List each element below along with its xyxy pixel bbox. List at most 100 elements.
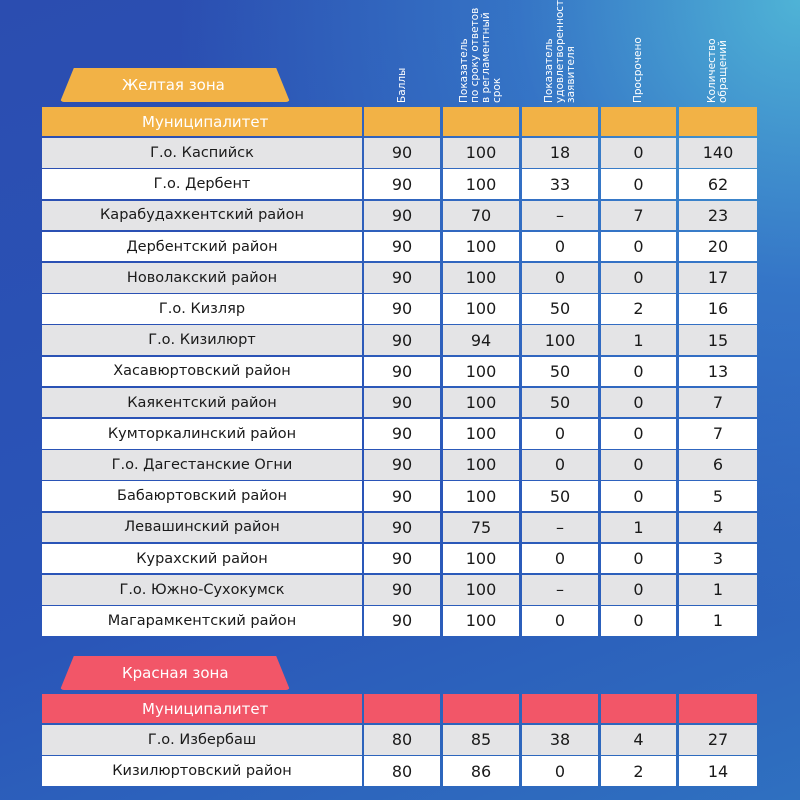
- row-value: 90: [364, 294, 440, 324]
- row-value: 100: [443, 356, 519, 387]
- row-name: Г.о. Кизилюрт: [42, 325, 362, 355]
- row-value: 62: [679, 169, 757, 199]
- column-header: Количество обращений: [706, 38, 729, 103]
- header-cell: [364, 107, 440, 136]
- row-value: 0: [601, 543, 676, 574]
- row-value: 80: [364, 756, 440, 786]
- row-value: 0: [601, 575, 676, 605]
- row-value: 0: [522, 606, 598, 636]
- header-cell: Муниципалитет: [42, 694, 362, 723]
- column-header-line: Просрочено: [632, 37, 644, 103]
- row-value: 0: [601, 387, 676, 418]
- row-value: 86: [443, 756, 519, 786]
- row-name: Магарамкентский район: [42, 606, 362, 636]
- row-name: Хасавюртовский район: [42, 356, 362, 387]
- row-value: 90: [364, 606, 440, 636]
- column-header-line: заявителя: [564, 46, 577, 103]
- row-name: Г.о. Дагестанские Огни: [42, 450, 362, 480]
- row-value: 5: [679, 481, 757, 511]
- row-name: Дербентский район: [42, 231, 362, 262]
- row-value: 70: [443, 200, 519, 231]
- row-value: 0: [522, 756, 598, 786]
- row-value: 16: [679, 294, 757, 324]
- column-header-line: срок: [491, 77, 503, 103]
- row-value: 7: [601, 200, 676, 231]
- column-header: Баллы: [396, 68, 408, 103]
- zone-tab: Красная зона: [60, 656, 290, 690]
- column-header-line: Показатель: [542, 38, 555, 103]
- row-value: 80: [364, 725, 440, 755]
- row-value: –: [522, 200, 598, 231]
- row-value: 0: [522, 263, 598, 293]
- row-value: 100: [443, 481, 519, 511]
- row-value: 90: [364, 481, 440, 511]
- row-value: 0: [601, 231, 676, 262]
- row-value: 1: [679, 575, 757, 605]
- header-cell: [364, 694, 440, 723]
- header-cell: [522, 107, 598, 136]
- row-value: 94: [443, 325, 519, 355]
- row-value: 100: [443, 450, 519, 480]
- row-value: 6: [679, 450, 757, 480]
- row-value: 90: [364, 325, 440, 355]
- row-value: 0: [522, 231, 598, 262]
- row-value: 90: [364, 356, 440, 387]
- row-name: Г.о. Дербент: [42, 169, 362, 199]
- row-value: 2: [601, 294, 676, 324]
- row-value: 18: [522, 138, 598, 168]
- header-cell: Муниципалитет: [42, 107, 362, 136]
- row-value: 13: [679, 356, 757, 387]
- row-value: 27: [679, 725, 757, 755]
- row-value: 7: [679, 387, 757, 418]
- row-name: Новолакский район: [42, 263, 362, 293]
- row-value: 0: [601, 138, 676, 168]
- row-value: 90: [364, 138, 440, 168]
- row-name: Левашинский район: [42, 512, 362, 543]
- row-value: 1: [601, 512, 676, 543]
- row-value: 0: [601, 263, 676, 293]
- row-value: 50: [522, 356, 598, 387]
- row-value: 100: [443, 419, 519, 449]
- row-value: 90: [364, 419, 440, 449]
- row-name: Г.о. Каспийск: [42, 138, 362, 168]
- row-value: 15: [679, 325, 757, 355]
- row-value: 7: [679, 419, 757, 449]
- row-name: Кумторкалинский район: [42, 419, 362, 449]
- column-header-line: обращений: [717, 40, 729, 103]
- row-value: 4: [601, 725, 676, 755]
- row-value: 100: [443, 169, 519, 199]
- row-name: Каякентский район: [42, 387, 362, 418]
- row-name: Карабудахкентский район: [42, 200, 362, 231]
- column-header-line: удовлетворенности: [553, 0, 566, 103]
- header-cell: [443, 694, 519, 723]
- row-value: 4: [679, 512, 757, 543]
- row-value: 100: [443, 606, 519, 636]
- row-value: 100: [443, 387, 519, 418]
- row-value: 33: [522, 169, 598, 199]
- row-value: 100: [443, 575, 519, 605]
- row-name: Г.о. Избербаш: [42, 725, 362, 755]
- row-value: 0: [601, 481, 676, 511]
- header-cell: [601, 107, 676, 136]
- row-value: 0: [522, 419, 598, 449]
- row-name: Кизилюртовский район: [42, 756, 362, 786]
- row-value: 1: [601, 325, 676, 355]
- row-value: 100: [522, 325, 598, 355]
- row-value: 100: [443, 231, 519, 262]
- row-value: 38: [522, 725, 598, 755]
- row-value: 100: [443, 543, 519, 574]
- row-value: 90: [364, 512, 440, 543]
- row-value: 20: [679, 231, 757, 262]
- header-cell: [601, 694, 676, 723]
- row-value: 14: [679, 756, 757, 786]
- row-value: 50: [522, 481, 598, 511]
- row-value: 0: [601, 356, 676, 387]
- row-name: Курахский район: [42, 543, 362, 574]
- row-value: –: [522, 575, 598, 605]
- row-value: 2: [601, 756, 676, 786]
- header-cell: [679, 107, 757, 136]
- row-name: Г.о. Кизляр: [42, 294, 362, 324]
- row-value: 90: [364, 231, 440, 262]
- row-value: 1: [679, 606, 757, 636]
